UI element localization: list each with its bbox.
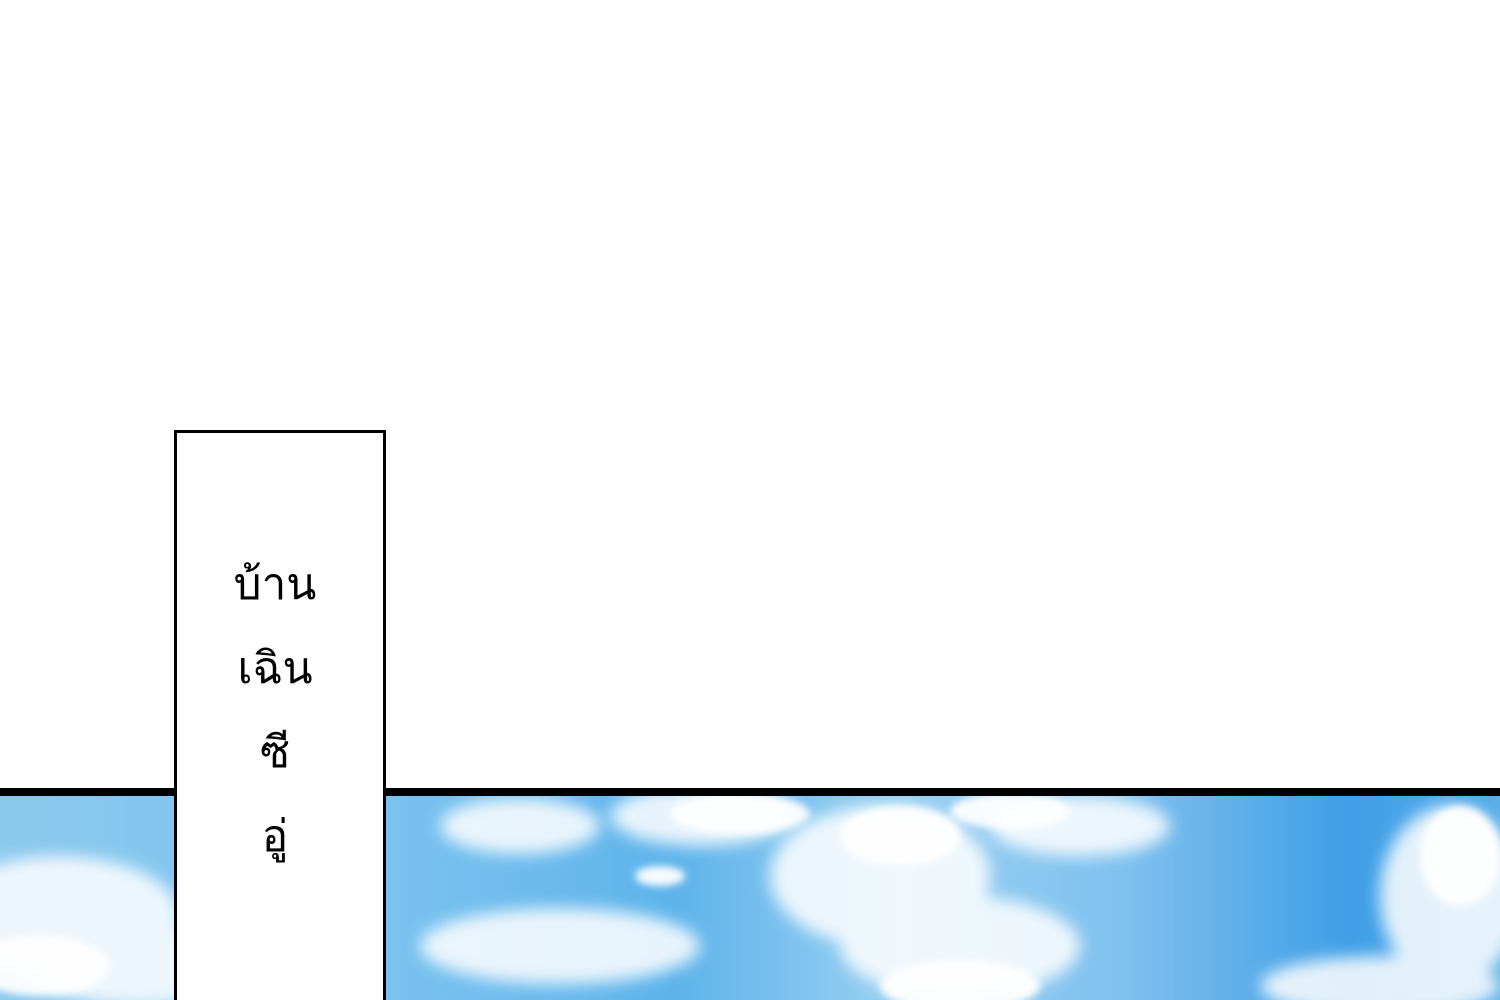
sky-clouds-illustration: [0, 796, 1500, 1000]
caption-line-3: ซี: [260, 727, 290, 778]
sky-panel: [0, 788, 1500, 1000]
caption-line-4: อู่: [261, 811, 289, 862]
caption-line-2: เฉิน: [237, 643, 313, 694]
cloud-layer-bright: [0, 796, 1500, 1000]
caption-line-1: บ้าน: [233, 559, 317, 610]
caption-box: บ้าน เฉิน ซี อู่: [174, 430, 386, 1000]
caption-text: บ้าน เฉิน ซี อู่: [177, 543, 373, 879]
